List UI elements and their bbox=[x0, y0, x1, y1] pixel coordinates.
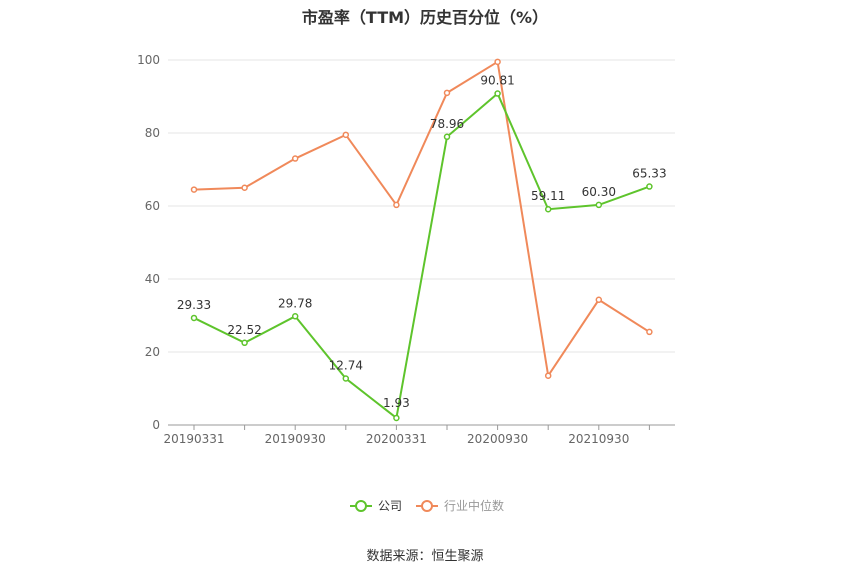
x-tick-label: 20200930 bbox=[467, 432, 528, 446]
y-tick-label: 100 bbox=[137, 53, 160, 67]
x-tick-label: 20190331 bbox=[163, 432, 224, 446]
point-company bbox=[494, 90, 501, 97]
y-tick-label: 80 bbox=[145, 126, 160, 140]
point-company bbox=[241, 339, 248, 347]
point-industry bbox=[342, 131, 350, 139]
point-company bbox=[646, 183, 653, 190]
x-tick-label: 20200331 bbox=[366, 432, 427, 446]
legend-industry: 行业中位数 bbox=[416, 498, 504, 513]
point-industry bbox=[241, 184, 248, 191]
legend: 公司 行业中位数 bbox=[350, 498, 504, 513]
point-industry bbox=[291, 155, 299, 162]
series-line-industry bbox=[193, 60, 650, 379]
y-tick-label: 20 bbox=[145, 345, 160, 359]
point-industry bbox=[443, 89, 451, 97]
point-industry bbox=[494, 58, 501, 66]
y-tick-label: 40 bbox=[145, 272, 160, 286]
data-label: 29.33 bbox=[177, 298, 211, 312]
data-label: 29.78 bbox=[278, 296, 312, 310]
data-label: 65.33 bbox=[632, 167, 666, 181]
legend-swatch-marker bbox=[421, 500, 433, 512]
point-company bbox=[443, 133, 451, 141]
data-label: 12.74 bbox=[329, 358, 363, 372]
data-label: 78.96 bbox=[430, 117, 464, 131]
y-tick-label: 60 bbox=[145, 199, 160, 213]
y-tick-label: 0 bbox=[152, 418, 160, 432]
legend-label: 公司 bbox=[378, 499, 402, 513]
data-label: 22.52 bbox=[227, 323, 261, 337]
data-label: 1.93 bbox=[383, 396, 410, 410]
data-source: 数据来源：恒生聚源 bbox=[366, 549, 484, 564]
x-tick-label: 20190930 bbox=[265, 432, 326, 446]
point-company bbox=[291, 313, 299, 320]
legend-company: 公司 bbox=[350, 499, 402, 513]
legend-swatch-marker bbox=[355, 500, 367, 512]
data-label: 59.11 bbox=[531, 189, 565, 203]
data-label: 90.81 bbox=[480, 74, 514, 88]
x-tick-label: 20210930 bbox=[568, 432, 629, 446]
point-company bbox=[190, 314, 198, 322]
point-industry bbox=[544, 372, 552, 379]
legend-label: 行业中位数 bbox=[444, 498, 504, 513]
point-company bbox=[393, 414, 400, 422]
point-company bbox=[544, 205, 552, 213]
point-industry bbox=[393, 201, 400, 209]
point-company bbox=[595, 201, 603, 209]
series-group bbox=[190, 58, 653, 422]
point-industry bbox=[646, 328, 653, 336]
chart-title: 市盈率（TTM）历史百分位（%） bbox=[301, 8, 549, 27]
data-labels: 29.33 22.52 29.78 12.74 1.93 78.96 90.81 59.11 6… bbox=[177, 74, 667, 410]
point-industry bbox=[190, 186, 198, 193]
data-label: 60.30 bbox=[582, 185, 616, 199]
axes: 0 20 40 60 80 100 20190331 20190930 20200331 2020… bbox=[137, 53, 675, 446]
point-company bbox=[342, 375, 350, 382]
point-industry bbox=[595, 296, 603, 304]
series-line-company bbox=[193, 91, 650, 420]
